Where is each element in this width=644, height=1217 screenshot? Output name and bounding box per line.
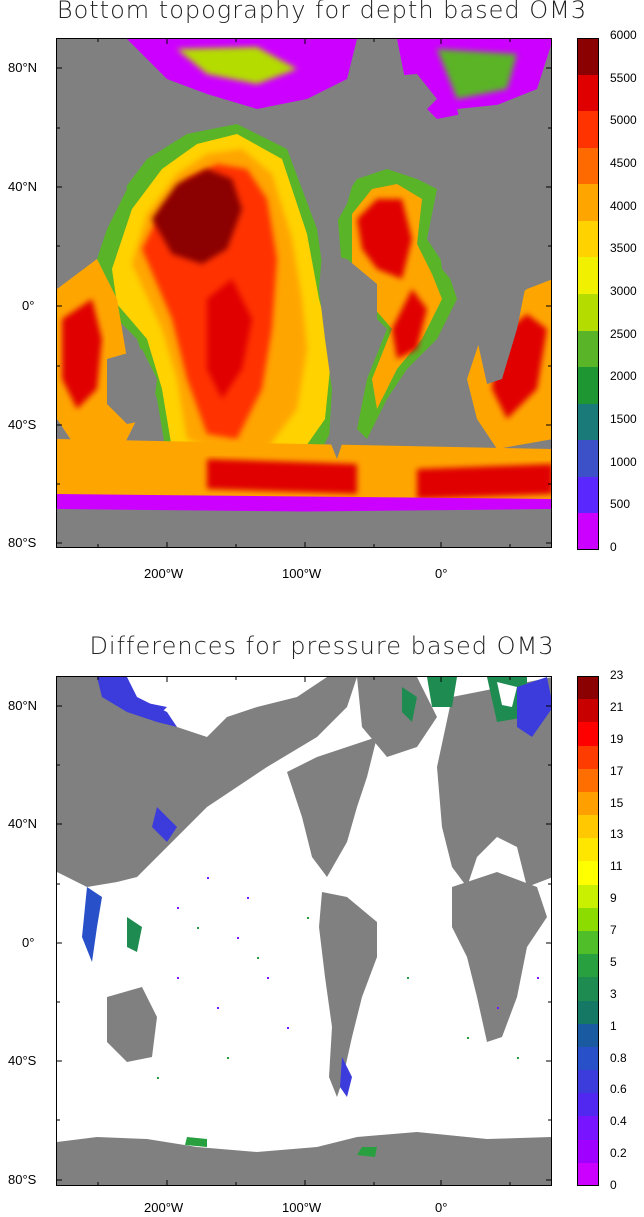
colorbar-segment xyxy=(577,257,599,295)
colorbar-label: 21 xyxy=(610,699,624,714)
colorbar-segment xyxy=(577,699,599,723)
colorbar-label: 19 xyxy=(610,731,624,746)
colorbar-label: 0 xyxy=(610,1178,617,1192)
colorbar-label: 4000 xyxy=(610,198,637,213)
colorbar-segment xyxy=(577,884,599,909)
colorbar-label: 5000 xyxy=(610,113,637,128)
colorbar-label: 9 xyxy=(610,891,617,906)
colorbar-segment xyxy=(577,1162,599,1187)
differences-colorbar xyxy=(577,676,599,1187)
lon-label-100w: 100°W xyxy=(282,566,322,581)
colorbar-label: 3000 xyxy=(610,284,637,298)
colorbar-label: 3 xyxy=(610,986,617,1001)
colorbar-label: 15 xyxy=(610,795,624,810)
colorbar-label: 1000 xyxy=(610,454,637,469)
colorbar-label: 1500 xyxy=(610,412,637,426)
lat-label-80s: 80°S xyxy=(8,1172,37,1187)
colorbar-label: 23 xyxy=(610,668,624,682)
colorbar-outline xyxy=(577,676,599,1186)
colorbar-label: 0.6 xyxy=(610,1082,627,1097)
colorbar-segment xyxy=(577,1093,599,1117)
lat-label-40s: 40°S xyxy=(8,1053,37,1068)
colorbar-label: 13 xyxy=(610,827,624,842)
colorbar-segment xyxy=(577,476,599,514)
topography-map xyxy=(56,38,552,548)
colorbar-segment xyxy=(577,1139,599,1164)
colorbar-segment xyxy=(577,513,599,551)
lat-label-40n: 40°N xyxy=(8,179,38,194)
colorbar-segment xyxy=(577,768,599,793)
colorbar-segment xyxy=(577,184,599,222)
colorbar-label: 3500 xyxy=(610,241,637,256)
colorbar-segment xyxy=(577,722,599,747)
lat-label-0: 0° xyxy=(22,298,35,313)
colorbar-label: 1 xyxy=(610,1018,617,1033)
colorbar-segment xyxy=(577,676,599,700)
lon-label-200w: 200°W xyxy=(144,566,184,581)
lon-label-0: 0° xyxy=(435,1200,448,1215)
colorbar-segment xyxy=(577,111,599,149)
colorbar-segment xyxy=(577,367,599,405)
panel-title: Bottom topography for depth based OM3 xyxy=(56,0,588,24)
colorbar-label: 5500 xyxy=(610,70,637,85)
lat-label-80s: 80°S xyxy=(8,535,37,550)
differences-map xyxy=(56,676,552,1186)
colorbar-label: 5 xyxy=(610,954,617,969)
colorbar-label: 0.4 xyxy=(610,1114,627,1129)
colorbar-segment xyxy=(577,791,599,816)
lat-label-80n: 80°N xyxy=(8,698,38,713)
colorbar-label: 2000 xyxy=(610,369,637,384)
colorbar-segment xyxy=(577,330,599,368)
topography-colorbar xyxy=(577,38,599,551)
colorbar-segment xyxy=(577,147,599,185)
colorbar-segment xyxy=(577,907,599,932)
lon-label-0: 0° xyxy=(435,566,448,581)
colorbar-segment xyxy=(577,838,599,862)
colorbar-segment xyxy=(577,403,599,441)
differences-map-graphic xyxy=(57,677,551,1185)
colorbar-segment xyxy=(577,1070,599,1094)
colorbar-segment xyxy=(577,440,599,478)
colorbar-outline xyxy=(577,38,599,550)
lat-label-40s: 40°S xyxy=(8,417,37,432)
colorbar-label: 500 xyxy=(610,497,631,512)
colorbar-segment xyxy=(577,74,599,112)
colorbar-segment xyxy=(577,745,599,770)
colorbar-label: 2500 xyxy=(610,326,637,341)
colorbar-segment xyxy=(577,1000,599,1025)
differences-panel: Differences for pressure based OM3 xyxy=(0,620,644,1217)
colorbar-label: 7 xyxy=(610,923,617,937)
lon-label-100w: 100°W xyxy=(282,1200,322,1215)
colorbar-segment xyxy=(577,815,599,839)
lon-label-200w: 200°W xyxy=(144,1200,184,1215)
lat-label-40n: 40°N xyxy=(8,816,38,831)
colorbar-segment xyxy=(577,294,599,332)
colorbar-segment xyxy=(577,954,599,978)
lat-label-0: 0° xyxy=(22,935,35,950)
topography-map-graphic xyxy=(57,39,551,547)
colorbar-segment xyxy=(577,1116,599,1141)
colorbar-label: 0.8 xyxy=(610,1050,627,1065)
colorbar-segment xyxy=(577,1023,599,1048)
colorbar-segment xyxy=(577,220,599,258)
colorbar-label: 0.2 xyxy=(610,1146,627,1161)
colorbar-label: 11 xyxy=(610,859,623,874)
colorbar-label: 17 xyxy=(610,763,624,778)
panel-title: Differences for pressure based OM3 xyxy=(89,632,555,660)
colorbar-segment xyxy=(577,977,599,1002)
colorbar-segment xyxy=(577,861,599,886)
colorbar-label: 4500 xyxy=(610,156,637,170)
topography-panel: Bottom topography for depth based OM3 xyxy=(0,0,644,581)
colorbar-label: 6000 xyxy=(610,28,637,42)
colorbar-segment xyxy=(577,38,599,76)
lat-label-80n: 80°N xyxy=(8,60,38,75)
colorbar-segment xyxy=(577,931,599,955)
colorbar-segment xyxy=(577,1046,599,1071)
colorbar-label: 0 xyxy=(610,540,617,554)
